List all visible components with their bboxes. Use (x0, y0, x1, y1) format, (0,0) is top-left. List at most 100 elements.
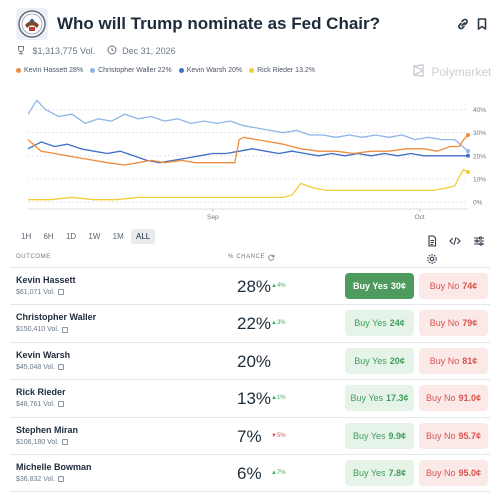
buy-no-price: 74¢ (462, 281, 478, 291)
outcome-chance: 20% (237, 351, 272, 371)
buy-yes-label: Buy Yes (352, 430, 386, 441)
divider (10, 267, 490, 268)
outcome-row[interactable]: Rick Rieder $48,761 Vol. 13% ▲1% Buy Yes 17.3… (0, 380, 500, 417)
buy-yes-price: 7.8¢ (388, 468, 407, 478)
buy-no-button[interactable]: Buy No 95.7¢ (419, 422, 488, 449)
calendar-icon (57, 476, 64, 483)
divider (10, 379, 490, 381)
buy-no-button[interactable]: Buy No 79¢ (419, 310, 488, 337)
link-icon[interactable] (455, 16, 471, 32)
buy-yes-button[interactable]: Buy Yes 24¢ (345, 310, 414, 337)
buy-yes-label: Buy Yes (352, 468, 386, 478)
x-tick-label: Oct (415, 214, 425, 221)
buy-yes-button[interactable]: Buy Yes 9.9¢ (345, 422, 414, 449)
series-line (27, 141, 468, 164)
divider (10, 341, 490, 343)
outcome-chance: 7% (237, 426, 262, 446)
calendar-icon (61, 326, 68, 333)
buy-yes-button[interactable]: Buy Yes 17.3¢ (345, 385, 414, 412)
end-date-text: Dec 31, 2026 (122, 46, 176, 56)
outcome-row[interactable]: Kevin Warsh $45,048 Vol. 20% Buy Yes 20¢ Buy … (0, 343, 500, 380)
buy-no-button[interactable]: Buy No 95.0¢ (419, 460, 488, 486)
outcome-name: Stephen Miran (16, 424, 79, 435)
outcome-row[interactable]: Kevin Hassett $61,071 Vol. 28% ▲4% Buy Yes 30… (0, 268, 500, 305)
buy-no-label: Buy No (425, 393, 456, 404)
buy-yes-label: Buy Yes (354, 318, 387, 329)
chart-legend: Kevin Hassett 28% Christopher Waller 22%… (16, 67, 320, 79)
polymarket-brand: Polymarket (412, 64, 491, 80)
chart-tools (419, 231, 500, 264)
outcome-volume: $45,048 Vol. (16, 364, 64, 371)
embed-code-icon[interactable] (449, 234, 462, 246)
legend-dot (90, 67, 96, 73)
legend-item: Rick Rieder 13.2% (249, 67, 315, 74)
volume-text: $48,761 Vol. (16, 401, 55, 409)
buy-yes-price: 20¢ (389, 355, 405, 366)
legend-item: Kevin Warsh 20% (178, 67, 242, 74)
buy-yes-button[interactable]: Buy Yes 20¢ (345, 347, 414, 374)
range-1d[interactable]: 1D (65, 232, 77, 241)
buy-no-label: Buy No (429, 281, 460, 291)
x-tick-label: Sep (207, 214, 219, 221)
outcome-chance: 13% (237, 389, 272, 409)
y-tick-label: 10% (473, 176, 486, 183)
trophy-icon (16, 46, 29, 57)
fed-seal-logo (16, 8, 48, 40)
volume-text: $61,071 Vol. (16, 289, 55, 296)
outcome-volume: $36,832 Vol. (16, 476, 64, 483)
market-meta: $1,313,775 Vol. Dec 31, 2026 (16, 45, 176, 59)
outcome-volume: $48,761 Vol. (16, 401, 64, 408)
outcome-row[interactable]: Christopher Waller $150,410 Vol. 22% ▲3% Buy… (0, 305, 500, 342)
series-end-point (466, 153, 470, 158)
range-1w[interactable]: 1W (88, 232, 101, 241)
range-6h[interactable]: 6H (43, 232, 54, 241)
outcome-name: Michelle Bowman (16, 462, 92, 472)
outcome-volume: $61,071 Vol. (16, 289, 64, 296)
volume-text: $36,832 Vol. (16, 476, 55, 483)
buy-no-button[interactable]: Buy No 81¢ (419, 347, 488, 374)
series-line (28, 168, 469, 201)
refresh-icon[interactable] (268, 254, 275, 263)
y-tick-label: 40% (473, 107, 486, 114)
time-range-selector: 1H 6H 1D 1W 1M ALL (16, 229, 156, 245)
settings-sliders-icon[interactable] (473, 234, 485, 246)
buy-no-label: Buy No (425, 430, 456, 441)
bookmark-icon[interactable] (474, 16, 490, 32)
outcome-volume: $106,180 Vol. (16, 439, 68, 446)
buy-yes-button[interactable]: Buy Yes 30¢ (345, 273, 414, 299)
price-history-chart[interactable]: 40% 30% 20% 10% 0% Sep Oct (0, 88, 500, 223)
gear-icon[interactable] (426, 252, 438, 264)
page-title: Who will Trump nominate as Fed Chair? (57, 14, 381, 33)
calendar-icon (61, 438, 68, 445)
outcome-row[interactable]: Stephen Miran $106,180 Vol. 7% ▼5% Buy Yes 9.… (0, 418, 500, 455)
chance-change: ▼5% (271, 432, 286, 439)
buy-yes-price: 17.3¢ (386, 393, 409, 404)
range-1m[interactable]: 1M (112, 232, 124, 241)
buy-no-label: Buy No (429, 355, 460, 366)
range-1h[interactable]: 1H (21, 232, 32, 241)
range-all[interactable]: ALL (131, 229, 156, 244)
series-end-point (466, 132, 470, 137)
series-line (27, 99, 469, 152)
document-icon[interactable] (426, 234, 438, 247)
buy-yes-price: 30¢ (390, 281, 406, 291)
y-tick-label: 30% (473, 130, 486, 137)
col-outcome: OUTCOME (16, 254, 51, 260)
legend-dot (16, 67, 21, 73)
outcomes-table-header: OUTCOME % CHANCE (16, 254, 486, 264)
calendar-icon (57, 363, 64, 370)
series-line (27, 134, 469, 166)
legend-label: Kevin Hassett 28% (24, 67, 84, 74)
outcome-name: Christopher Waller (16, 312, 97, 323)
divider (10, 491, 490, 493)
buy-yes-price: 24¢ (389, 318, 405, 329)
buy-yes-button[interactable]: Buy Yes 7.8¢ (345, 460, 414, 486)
buy-no-button[interactable]: Buy No 74¢ (419, 273, 488, 299)
buy-no-button[interactable]: Buy No 91.0¢ (419, 385, 488, 412)
buy-yes-label: Buy Yes (353, 281, 388, 291)
outcome-row[interactable]: Michelle Bowman $36,832 Vol. 6% ▲7% Buy Yes 7… (0, 455, 500, 492)
buy-no-price: 79¢ (462, 318, 478, 329)
legend-dot (178, 67, 184, 73)
outcome-chance: 28% (237, 277, 272, 296)
series-end-point (466, 149, 470, 154)
